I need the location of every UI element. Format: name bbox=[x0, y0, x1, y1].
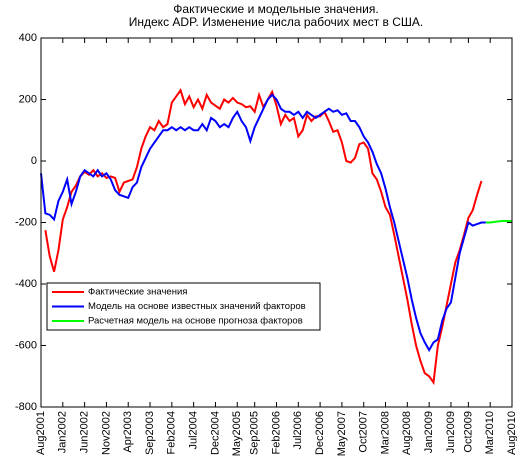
chart-title: Фактические и модельные значения. bbox=[173, 2, 378, 16]
x-tick-label: Feb2006 bbox=[270, 411, 282, 454]
x-tick-label: Feb2004 bbox=[166, 411, 178, 454]
x-tick-label: Aug2010 bbox=[506, 411, 517, 455]
x-tick-label: Oct2009 bbox=[462, 411, 474, 453]
x-tick-label: Aug2001 bbox=[35, 411, 47, 455]
x-tick-label: Jul2004 bbox=[188, 411, 200, 450]
y-tick-label: 400 bbox=[19, 32, 37, 44]
legend-label: Модель на основе известных значений факт… bbox=[88, 301, 306, 312]
x-tick-label: Aug2008 bbox=[401, 411, 413, 455]
x-tick-label: Oct2007 bbox=[358, 411, 370, 453]
x-tick-label: Mar2010 bbox=[484, 411, 496, 454]
x-tick-label: May2005 bbox=[231, 411, 243, 456]
x-tick-label: Jul2006 bbox=[292, 411, 304, 450]
y-tick-label: -400 bbox=[15, 278, 37, 290]
x-tick-label: Dec2006 bbox=[314, 411, 326, 455]
y-tick-label: 0 bbox=[31, 155, 37, 167]
y-tick-label: -600 bbox=[15, 339, 37, 351]
x-tick-label: Dec2004 bbox=[209, 411, 221, 455]
x-tick-label: May2007 bbox=[336, 411, 348, 456]
y-tick-label: -800 bbox=[15, 401, 37, 413]
plot-frame bbox=[40, 37, 513, 408]
legend: Фактические значения Модель на основе изв… bbox=[46, 282, 321, 331]
x-tick-label: Jun2009 bbox=[445, 411, 457, 453]
x-tick-label: Mar2008 bbox=[379, 411, 391, 454]
chart-subtitle: Индекс ADP. Изменение числа рабочих мест… bbox=[129, 15, 423, 29]
series-line bbox=[485, 219, 512, 224]
legend-label: Фактические значения bbox=[88, 287, 187, 298]
x-tick-label: Jan2009 bbox=[423, 411, 435, 453]
x-tick-label: Apr2003 bbox=[122, 411, 134, 453]
y-tick-label: 200 bbox=[19, 93, 37, 105]
x-tick-label: Sep2003 bbox=[144, 411, 156, 455]
x-tick-label: Jan2002 bbox=[57, 411, 69, 453]
legend-label: Расчетная модель на основе прогноза факт… bbox=[88, 316, 303, 327]
x-tick-label: Jun2002 bbox=[79, 411, 91, 453]
x-tick-label: Sep2005 bbox=[249, 411, 261, 455]
y-tick-label: -200 bbox=[15, 216, 37, 228]
legend-box bbox=[46, 282, 321, 331]
x-tick-label: Nov2002 bbox=[100, 411, 112, 455]
series-line bbox=[40, 93, 486, 353]
